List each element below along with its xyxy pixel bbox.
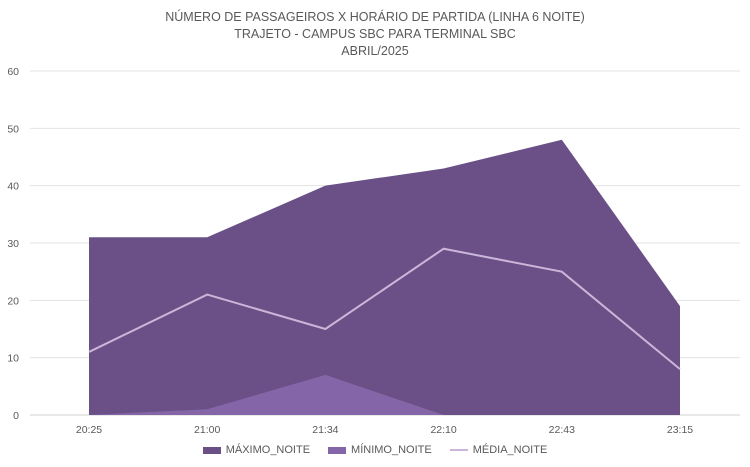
area-series bbox=[89, 374, 680, 415]
x-tick-label: 22:10 bbox=[430, 424, 456, 436]
legend-item-minimo: MÍNIMO_NOITE bbox=[328, 444, 432, 456]
chart-title-line-3: ABRIL/2025 bbox=[341, 44, 409, 58]
legend-item-maximo: MÁXIMO_NOITE bbox=[202, 444, 311, 456]
y-tick-label: 40 bbox=[7, 181, 19, 193]
line-series bbox=[88, 247, 681, 370]
y-tick-label: 50 bbox=[7, 123, 19, 135]
legend: MÁXIMO_NOITE MÍNIMO_NOITE MÉDIA_NOITE bbox=[0, 444, 750, 456]
chart-title-line-1: NÚMERO DE PASSAGEIROS X HORÁRIO DE PARTI… bbox=[165, 10, 585, 24]
x-tick-label: 21:34 bbox=[312, 424, 338, 436]
y-tick-label: 0 bbox=[13, 410, 19, 422]
area-series bbox=[89, 139, 680, 416]
legend-item-media: MÉDIA_NOITE bbox=[449, 444, 548, 456]
y-tick-label: 10 bbox=[7, 353, 19, 365]
legend-swatch-minimo bbox=[328, 446, 347, 454]
x-tick-label: 22:43 bbox=[549, 424, 575, 436]
legend-swatch-media bbox=[449, 449, 468, 451]
y-tick-label: 60 bbox=[7, 66, 19, 78]
legend-label-media: MÉDIA_NOITE bbox=[472, 444, 548, 456]
legend-label-minimo: MÍNIMO_NOITE bbox=[351, 444, 432, 456]
legend-label-maximo: MÁXIMO_NOITE bbox=[225, 444, 311, 456]
x-tick-label: 20:25 bbox=[76, 424, 102, 436]
x-tick-label: 23:15 bbox=[667, 424, 693, 436]
x-tick-label: 21:00 bbox=[194, 424, 220, 436]
y-tick-label: 20 bbox=[7, 295, 19, 307]
chart-title-line-2: TRAJETO - CAMPUS SBC PARA TERMINAL SBC bbox=[234, 27, 516, 41]
y-tick-label: 30 bbox=[7, 238, 19, 250]
legend-swatch-maximo bbox=[202, 446, 221, 454]
